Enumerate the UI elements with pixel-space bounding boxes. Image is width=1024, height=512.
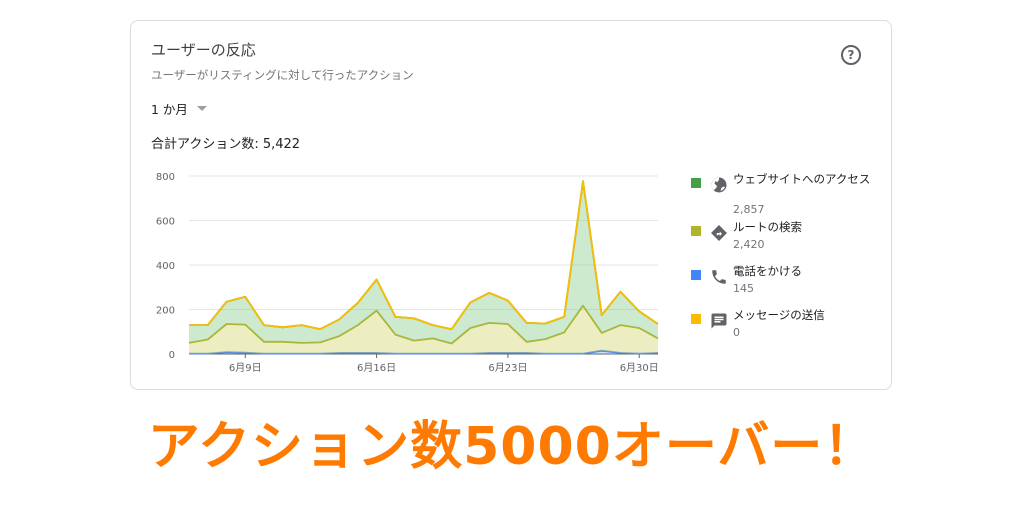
card-title: ユーザーの反応 bbox=[151, 41, 256, 59]
legend-value: 145 bbox=[733, 282, 754, 295]
legend-swatch bbox=[691, 270, 701, 280]
legend-value: 2,857 bbox=[733, 203, 765, 216]
legend-value: 2,420 bbox=[733, 238, 765, 251]
period-dropdown[interactable]: 1 か月 bbox=[151, 99, 207, 118]
y-tick-label: 400 bbox=[156, 261, 175, 272]
legend-swatch bbox=[691, 226, 701, 236]
y-tick-label: 800 bbox=[156, 172, 175, 183]
actions-chart: 0 200 400 600 800 6月9日 6月16日 6月23日 6月30日 bbox=[156, 172, 659, 374]
series-area bbox=[189, 350, 658, 354]
legend-swatch bbox=[691, 178, 701, 188]
chevron-down-icon bbox=[196, 106, 207, 111]
card-subtitle: ユーザーがリスティングに対して行ったアクション bbox=[151, 68, 414, 82]
total-actions: 合計アクション数: 5,422 bbox=[151, 137, 301, 152]
legend-label: ウェブサイトへのアクセス bbox=[733, 172, 871, 186]
period-label: 1 か月 bbox=[151, 102, 188, 117]
message-icon bbox=[711, 313, 727, 329]
y-tick-label: 0 bbox=[169, 350, 175, 361]
series-line bbox=[189, 349, 659, 355]
phone-icon bbox=[712, 270, 726, 284]
series-line bbox=[188, 304, 659, 345]
x-tick-label: 6月16日 bbox=[357, 362, 396, 374]
series-line bbox=[189, 180, 659, 330]
globe-icon bbox=[711, 177, 727, 193]
series-area bbox=[189, 181, 658, 344]
series-area bbox=[189, 305, 658, 354]
x-tick-label: 6月30日 bbox=[620, 362, 659, 374]
directions-icon bbox=[711, 225, 727, 241]
legend-label: ルートの検索 bbox=[733, 220, 802, 234]
legend-value: 0 bbox=[733, 326, 740, 339]
y-tick-label: 600 bbox=[156, 217, 175, 228]
help-icon[interactable]: ? bbox=[841, 45, 861, 65]
y-tick-label: 200 bbox=[156, 306, 175, 317]
legend-label: 電話をかける bbox=[733, 264, 802, 278]
x-tick-label: 6月9日 bbox=[229, 362, 262, 374]
user-reaction-card: ユーザーの反応 ユーザーがリスティングに対して行ったアクション ? 1 か月 合… bbox=[130, 20, 892, 390]
promo-banner: アクション数5000オーバー！ bbox=[147, 417, 877, 477]
legend-label: メッセージの送信 bbox=[733, 308, 825, 322]
legend-swatch bbox=[691, 314, 701, 324]
x-tick-label: 6月23日 bbox=[488, 362, 527, 374]
